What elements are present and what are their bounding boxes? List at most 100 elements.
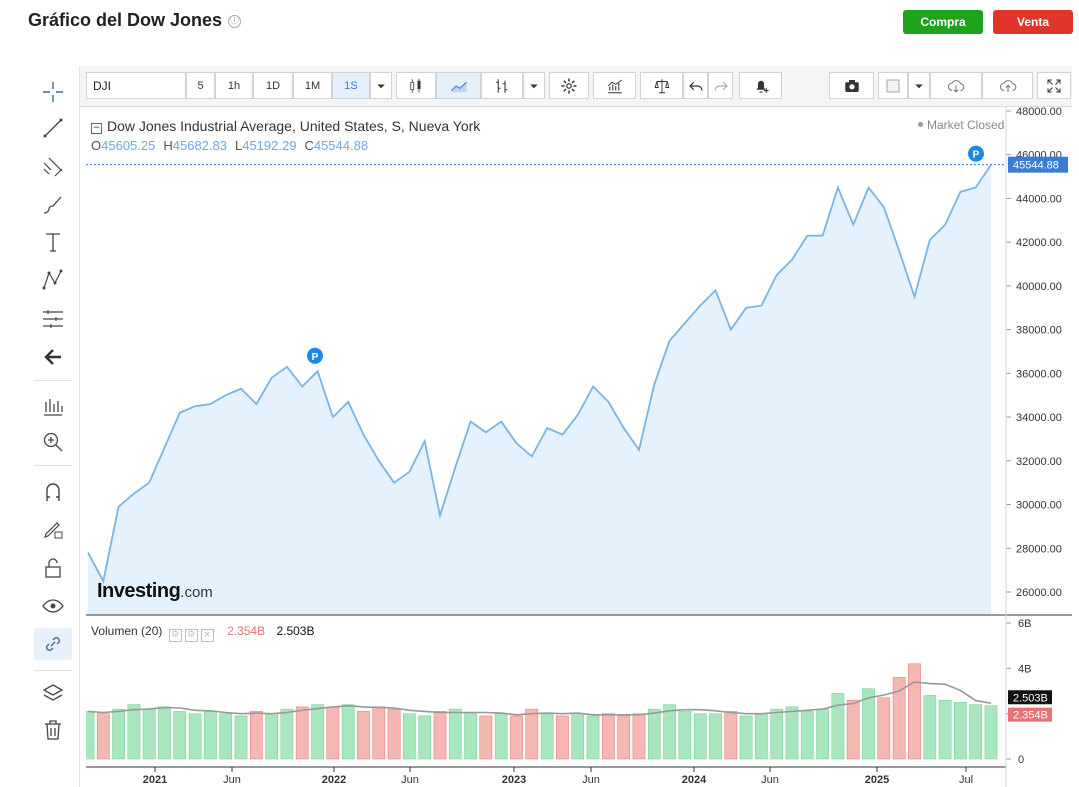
link-icon[interactable] <box>34 628 72 660</box>
logo-brand: Investing <box>97 580 181 602</box>
undo-icon[interactable] <box>683 72 708 99</box>
settings-small-icon[interactable]: ⚙ <box>168 629 182 642</box>
page-title: Gráfico del Dow Jones ⓘ <box>28 10 242 31</box>
cloud-download-icon[interactable] <box>930 72 982 99</box>
volume-bar <box>954 702 967 760</box>
close-label: C <box>304 138 314 153</box>
interval-1m[interactable]: 1M <box>293 72 332 99</box>
volume-tag-red-bg <box>1008 707 1052 722</box>
crosshair-icon[interactable] <box>40 79 66 105</box>
interval-1d[interactable]: 1D <box>253 72 293 99</box>
price-tick-label: 34000.00 <box>1016 412 1062 424</box>
measure-icon[interactable] <box>40 393 66 419</box>
candles-icon[interactable] <box>396 72 436 99</box>
low-value: 45192.29 <box>242 138 297 153</box>
close-value: 45544.88 <box>313 138 369 153</box>
volume-bar <box>372 706 386 760</box>
chevron-down-icon[interactable] <box>908 72 930 99</box>
interval-1h[interactable]: 1h <box>215 72 253 99</box>
price-tick-label: 48000.00 <box>1016 107 1062 118</box>
text-icon[interactable] <box>40 229 66 255</box>
volume-bar <box>984 705 998 760</box>
volume-bar <box>800 711 814 760</box>
volume-bar <box>448 708 462 760</box>
volume-bar <box>709 713 722 760</box>
volume-bar <box>739 715 753 760</box>
volume-bar <box>173 711 187 760</box>
settings-icon[interactable] <box>549 72 589 99</box>
volume-bar <box>892 677 906 760</box>
volume-bar <box>326 706 340 760</box>
fullscreen-icon[interactable] <box>1037 72 1071 99</box>
hide-small-icon[interactable]: ⚙ <box>184 629 198 642</box>
volume-bar <box>127 704 141 760</box>
time-axis: 2021 Jun 2022 Jun 2023 Jun 2024 Jun 2025 Jul <box>86 766 1006 786</box>
sell-button[interactable]: Venta <box>993 10 1073 34</box>
alert-icon[interactable] <box>739 72 782 99</box>
layers-icon[interactable] <box>40 681 66 707</box>
price-chart[interactable]: 48000.0046000.0044000.0042000.0040000.00… <box>86 107 1072 787</box>
magnet-icon[interactable] <box>40 479 66 505</box>
volume-value-ma: 2.503B <box>276 624 315 638</box>
volume-bar <box>357 711 370 760</box>
camera-icon[interactable] <box>829 72 874 99</box>
interval-5[interactable]: 5 <box>186 72 215 99</box>
zoom-icon[interactable] <box>40 429 66 455</box>
volume-bar <box>86 711 95 760</box>
bars-icon[interactable] <box>481 72 523 99</box>
arrow-left-icon[interactable] <box>40 344 66 370</box>
color-box-icon[interactable] <box>878 72 908 99</box>
volume-tick-label: 0 <box>1018 754 1024 766</box>
volume-bar <box>632 713 646 760</box>
close-small-icon[interactable]: × <box>200 629 214 642</box>
low-label: L <box>234 138 243 153</box>
volume-value-red: 2.354B <box>227 624 266 638</box>
volume-bar <box>311 704 324 760</box>
volume-bar <box>464 713 477 760</box>
price-tick-label: 26000.00 <box>1016 587 1062 599</box>
open-value: 45605.25 <box>101 138 156 153</box>
brush-icon[interactable] <box>40 192 66 218</box>
chevron-down-icon[interactable] <box>523 72 545 99</box>
tool-separator <box>34 670 72 671</box>
area-chart-icon[interactable] <box>436 72 481 99</box>
eye-icon[interactable] <box>40 593 66 619</box>
volume-tag-ma-bg <box>1008 690 1052 705</box>
trash-icon[interactable] <box>40 717 66 743</box>
time-tick-label: Jun <box>582 774 600 786</box>
redo-icon[interactable] <box>708 72 733 99</box>
tool-separator <box>34 380 72 381</box>
chevron-down-icon[interactable] <box>370 72 392 99</box>
info-icon[interactable]: ⓘ <box>228 14 242 28</box>
market-status-text: Market Closed <box>927 118 1005 132</box>
ohlc-legend: O45605.25 H45682.83 L45192.29 C45544.88 <box>91 138 376 153</box>
volume-tag-ma-text: 2.503B <box>1013 692 1048 704</box>
unlock-icon[interactable] <box>40 555 66 581</box>
symbol-input[interactable] <box>86 72 186 99</box>
pattern-icon[interactable] <box>40 267 66 293</box>
volume-legend: Volumen (20) ⚙ ⚙ × 2.354B 2.503B <box>91 624 315 642</box>
p-marker <box>307 347 323 364</box>
collapse-icon[interactable]: − <box>91 123 102 134</box>
cloud-upload-icon[interactable] <box>982 72 1033 99</box>
fib-icon[interactable] <box>40 154 66 180</box>
volume-bar <box>862 688 875 760</box>
price-tick-label: 28000.00 <box>1016 543 1062 555</box>
lock-draw-icon[interactable] <box>40 516 66 542</box>
compare-icon[interactable] <box>640 72 683 99</box>
chart-toolbar: 5 1h 1D 1M 1S <box>80 66 1072 107</box>
volume-tick-label: 4B <box>1018 663 1031 675</box>
price-tick-label: 40000.00 <box>1016 281 1062 293</box>
time-tick-label: Jun <box>223 774 241 786</box>
volume-bar <box>663 704 676 760</box>
volume-bar <box>494 713 508 760</box>
gann-icon[interactable] <box>40 306 66 332</box>
indicators-icon[interactable] <box>593 72 636 99</box>
interval-1s[interactable]: 1S <box>332 72 370 99</box>
volume-bar <box>403 713 416 760</box>
high-value: 45682.83 <box>172 138 227 153</box>
trend-line-icon[interactable] <box>40 115 66 141</box>
time-tick-label: Jul <box>959 774 973 786</box>
buy-button[interactable]: Compra <box>903 10 983 34</box>
drawing-toolbar <box>28 66 80 787</box>
